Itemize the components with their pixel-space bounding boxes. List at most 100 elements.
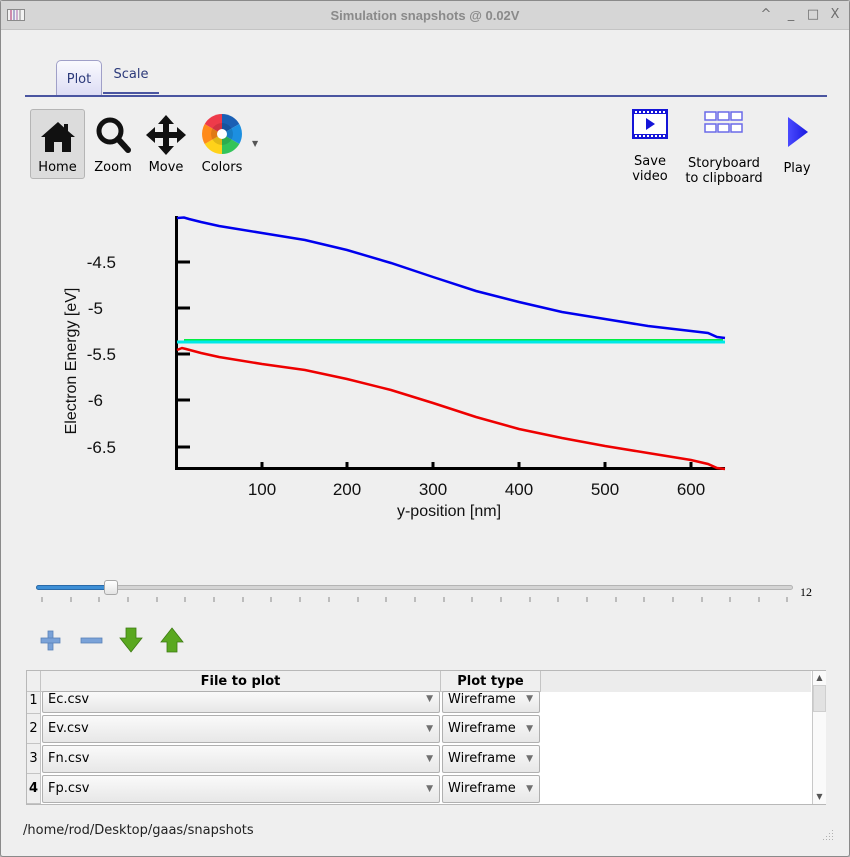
save-video-button[interactable]: Save video <box>625 108 675 184</box>
minimize-button[interactable]: _ <box>787 7 795 22</box>
row-number[interactable]: 2 <box>27 714 41 744</box>
storyboard-button[interactable]: Storyboard to clipboard <box>681 108 767 186</box>
home-button[interactable]: Home <box>30 109 85 179</box>
file-combo[interactable]: Fp.csv ▼ <box>42 775 440 803</box>
plot-type-value: Wireframe <box>448 692 516 707</box>
x-tick-label: 100 <box>248 480 276 499</box>
file-value: Ev.csv <box>48 721 89 736</box>
files-table: File to plot Plot type 1 Ec.csv ▼ Wirefr… <box>26 670 826 805</box>
move-up-button[interactable] <box>159 626 185 654</box>
x-axis-title: y-position [nm] <box>397 503 501 520</box>
remove-row-button[interactable] <box>78 626 104 654</box>
shade-button[interactable]: ^ <box>760 7 772 22</box>
film-icon <box>632 109 668 139</box>
colors-dropdown-arrow-icon[interactable]: ▼ <box>252 139 259 148</box>
colors-button[interactable]: Colors <box>196 110 248 178</box>
chevron-down-icon: ▼ <box>426 724 433 734</box>
tab-scale[interactable]: Scale <box>103 58 159 94</box>
home-label: Home <box>38 160 77 175</box>
slider-groove[interactable] <box>36 585 793 590</box>
table-row: 4 Fp.csv ▼ Wireframe ▼ <box>27 774 811 804</box>
table-row: 1 Ec.csv ▼ Wireframe ▼ <box>27 691 811 714</box>
y-tick-label: -5.5 <box>87 345 116 364</box>
x-tick-label: 500 <box>591 480 619 499</box>
plus-icon <box>40 630 61 651</box>
column-header-plot-type[interactable]: Plot type <box>441 671 541 692</box>
table-scrollbar[interactable]: ▲ ▼ <box>812 671 826 804</box>
band-diagram-plot[interactable]: -4.5 -5 -5.5 -6 -6.5 100 200 300 400 500… <box>41 206 761 526</box>
y-axis-title: Electron Energy [eV] <box>63 288 80 435</box>
slider-fill <box>36 585 112 590</box>
move-arrows-icon <box>146 115 186 155</box>
plot-type-combo[interactable]: Wireframe ▼ <box>442 775 540 803</box>
x-tick-label: 300 <box>419 480 447 499</box>
series-ec <box>176 216 726 340</box>
tab-plot[interactable]: Plot <box>56 60 102 96</box>
file-combo[interactable]: Ev.csv ▼ <box>42 715 440 743</box>
app-icon <box>7 9 25 21</box>
zoom-button[interactable]: Zoom <box>89 110 137 178</box>
file-combo[interactable]: Ec.csv ▼ <box>42 691 440 713</box>
x-tick-label: 200 <box>333 480 361 499</box>
file-value: Fp.csv <box>48 781 90 796</box>
scroll-down-icon[interactable]: ▼ <box>816 792 823 801</box>
resize-grip-icon[interactable] <box>823 829 835 841</box>
chevron-down-icon: ▼ <box>526 724 533 734</box>
storyboard-label-2: to clipboard <box>685 171 763 186</box>
scroll-up-icon[interactable]: ▲ <box>816 673 823 682</box>
chevron-down-icon: ▼ <box>426 694 433 704</box>
plot-type-value: Wireframe <box>448 751 516 766</box>
arrow-up-icon <box>160 627 184 653</box>
y-tick-label: -6.5 <box>87 438 116 457</box>
maximize-button[interactable]: □ <box>806 7 820 22</box>
y-ticks <box>176 260 190 449</box>
play-button[interactable]: Play <box>775 108 819 183</box>
snapshot-slider[interactable] <box>36 580 793 605</box>
row-number[interactable]: 3 <box>27 744 41 774</box>
add-row-button[interactable] <box>37 626 63 654</box>
move-label: Move <box>148 160 184 175</box>
title-bar[interactable]: Simulation snapshots @ 0.02V ^ _ □ X <box>1 1 849 30</box>
tab-bar: Plot Scale <box>25 58 827 97</box>
chevron-down-icon: ▼ <box>526 754 533 764</box>
slider-value: 12 <box>800 585 812 599</box>
row-number[interactable]: 4 <box>27 774 41 804</box>
play-label: Play <box>783 161 811 176</box>
slider-handle[interactable] <box>104 580 118 595</box>
x-tick-label: 400 <box>505 480 533 499</box>
scrollbar-thumb[interactable] <box>813 685 826 712</box>
window-title: Simulation snapshots @ 0.02V <box>330 8 520 23</box>
y-tick-label: -4.5 <box>87 253 116 272</box>
chevron-down-icon: ▼ <box>426 754 433 764</box>
zoom-label: Zoom <box>94 160 132 175</box>
chevron-down-icon: ▼ <box>426 784 433 794</box>
minus-icon <box>80 637 103 644</box>
row-number[interactable]: 1 <box>27 692 41 714</box>
color-wheel-icon <box>202 114 242 154</box>
status-path: /home/rod/Desktop/gaas/snapshots <box>23 823 254 838</box>
plot-type-combo[interactable]: Wireframe ▼ <box>442 745 540 773</box>
arrow-down-icon <box>119 627 143 653</box>
close-button[interactable]: X <box>830 7 840 22</box>
corner-header <box>27 671 41 692</box>
y-tick-label: -5 <box>88 299 103 318</box>
file-value: Ec.csv <box>48 692 90 707</box>
plot-type-combo[interactable]: Wireframe ▼ <box>442 691 540 713</box>
colors-label: Colors <box>201 160 243 175</box>
file-combo[interactable]: Fn.csv ▼ <box>42 745 440 773</box>
plot-type-combo[interactable]: Wireframe ▼ <box>442 715 540 743</box>
storyboard-label-1: Storyboard <box>688 156 760 171</box>
magnifier-icon <box>96 117 131 153</box>
slider-ticks <box>41 597 788 602</box>
column-header-file[interactable]: File to plot <box>41 671 441 692</box>
move-button[interactable]: Move <box>142 110 190 178</box>
tab-divider <box>25 95 827 97</box>
table-header: File to plot Plot type <box>27 671 811 692</box>
move-down-button[interactable] <box>118 626 144 654</box>
series-ev <box>176 346 726 471</box>
x-ticks <box>260 462 693 468</box>
save-video-label-2: video <box>632 169 668 184</box>
chevron-down-icon: ▼ <box>526 694 533 704</box>
x-tick-label: 600 <box>677 480 705 499</box>
